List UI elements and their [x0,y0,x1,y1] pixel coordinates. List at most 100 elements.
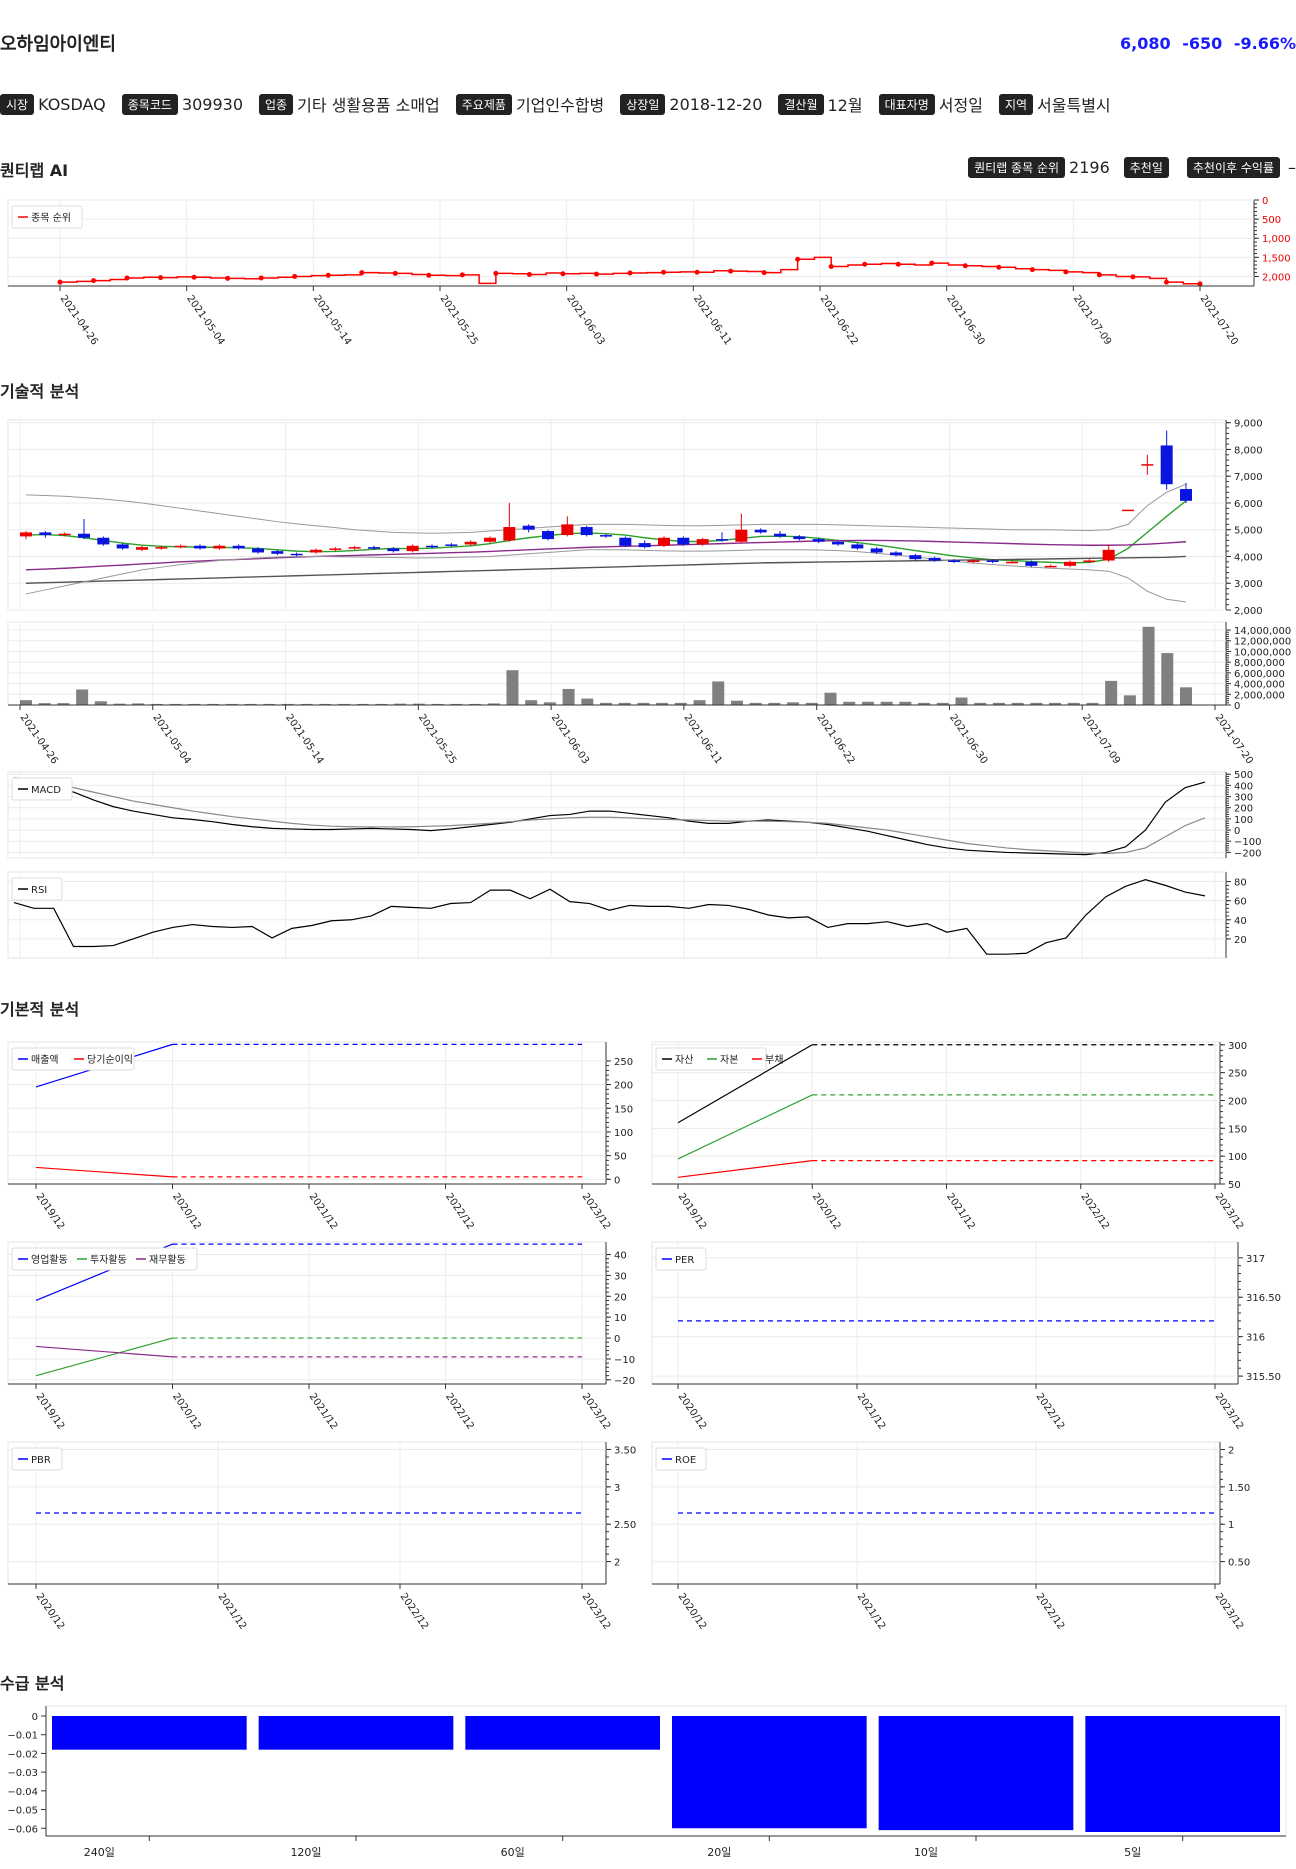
cashflow-legend [11,1247,198,1271]
candle-body [97,537,110,545]
volume-bar [749,702,762,705]
assets-series-line [677,1044,813,1124]
candle-bb_upper-line [25,483,1187,534]
supply-bar [878,1716,1074,1831]
volume-bar [1142,626,1155,705]
assets-y-tick-label: 300 [1228,1041,1247,1052]
volume-x-tick-label: 2021-04-26 [18,712,60,766]
rank-legend-label: 종목 순위 [31,211,71,224]
rank-value: 2196 [1069,158,1110,177]
rank-point [694,269,700,275]
supply-x-tick-label: 10일 [914,1845,938,1859]
rank-point [57,279,63,285]
rsi-y-tick-label: 60 [1234,897,1247,908]
fundamental-title: 기본적 분석 [0,1000,80,1019]
cashflow-series-line [35,1337,173,1377]
macd-legend [11,777,73,801]
candle-body [619,537,632,546]
info-value: 12월 [827,96,863,115]
candle-body [561,524,574,536]
candle-y-tick-label: 6,000 [1234,499,1263,510]
volume-bar [207,703,220,705]
sales-x-tick-label: 2020/12 [170,1191,203,1231]
rank-point [996,264,1002,270]
candle-body [271,551,284,554]
candle-body [290,553,303,556]
assets-series-line [677,1160,813,1178]
rec-return-value: – [1288,158,1296,177]
supply-x-tick-label: 20일 [707,1845,731,1859]
per-y-tick-label: 316 [1246,1333,1265,1344]
candle-body [600,535,612,537]
rank-y-tick-label: 2,000 [1262,272,1291,283]
cashflow-legend-label: 영업활동 [31,1253,68,1266]
info-label: 시장 [0,93,35,115]
volume-bar [1123,695,1136,705]
volume-bar [281,703,294,705]
per-x-tick-label: 2023/12 [1213,1391,1246,1431]
roe-frame [651,1441,1221,1585]
volume-bar [992,702,1005,705]
candle-body [368,547,380,549]
volume-bar [225,703,238,705]
volume-bar [712,681,725,705]
macd-y-tick-label: 100 [1234,815,1253,826]
candle-body [716,539,728,541]
info-value: 기타 생활용품 소매업 [297,96,440,115]
volume-y-tick-label: 4,000,000 [1234,680,1285,691]
info-label: 주요제품 [455,93,512,115]
volume-bar [1030,702,1043,705]
rank-point [661,269,667,275]
candle-y-tick-label: 9,000 [1234,419,1263,430]
candle-body [348,547,361,549]
candle-body [851,544,864,549]
candle-y-tick-label: 4,000 [1234,552,1263,563]
rank-y-tick-label: 0 [1262,196,1268,207]
volume-x-tick-label: 2021-06-30 [947,712,989,766]
supply-frame [45,1705,1287,1837]
cashflow-y-tick-label: −20 [614,1376,635,1387]
volume-frame [7,621,1227,706]
supply-bar [1085,1716,1280,1832]
volume-bar [1086,702,1099,705]
roe-y-tick-label: 1.50 [1228,1483,1250,1494]
candle-body [1180,489,1192,501]
rsi-legend [11,877,63,901]
volume-x-tick-label: 2021-06-11 [681,712,723,766]
rank-x-tick-label: 2021-06-30 [944,293,986,347]
rank-point [929,260,935,266]
rsi-y-tick-label: 80 [1234,878,1247,889]
candle-body [928,557,941,561]
volume-y-tick-label: 6,000,000 [1234,669,1285,680]
rank-x-tick-label: 2021-06-03 [564,293,606,347]
rank-point [728,268,734,274]
pbr-x-tick-label: 2020/12 [34,1591,67,1631]
rank-point [124,275,130,281]
cashflow-x-tick-label: 2019/12 [34,1391,67,1431]
volume-bar [918,702,931,705]
supply-y-tick-label: −0.02 [7,1749,38,1760]
volume-bar [450,703,463,705]
price-line: 6,080 -650 -9.66% [1114,34,1296,53]
roe-y-tick-label: 1 [1228,1520,1234,1531]
rank-point [493,270,499,276]
volume-y-tick-label: 2,000,000 [1234,690,1285,701]
candle-body [542,531,554,540]
rsi-y-tick-label: 40 [1234,916,1247,927]
candle-body [967,560,980,562]
candle-body [155,547,168,549]
volume-bar [1011,702,1024,705]
rank-point [895,261,901,267]
volume-x-tick-label: 2021-07-20 [1213,712,1255,766]
volume-y-tick-label: 10,000,000 [1234,647,1291,658]
rank-point [359,270,365,276]
volume-bar [169,703,182,705]
volume-bar [787,702,800,705]
volume-bar [955,697,968,705]
pbr-x-tick-label: 2023/12 [580,1591,613,1631]
rec-return-tag: 추천이후 수익률 [1186,157,1280,178]
candle-body [1122,509,1134,512]
supply-title: 수급 분석 [0,1674,65,1693]
candle-body [909,555,922,560]
volume-bar [899,701,912,705]
